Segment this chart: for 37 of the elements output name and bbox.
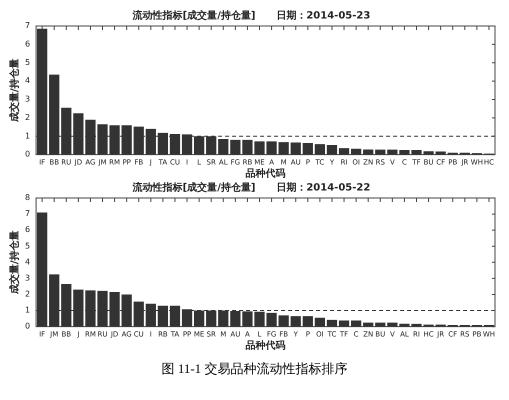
y-tick-label: 4	[24, 257, 30, 266]
y-tick-label: 8	[24, 193, 30, 202]
y-tick-label: 6	[24, 225, 30, 234]
y-tick-label: 0	[24, 322, 30, 331]
y-tick-label: 5	[24, 241, 30, 250]
y-tick-label: 5	[24, 58, 30, 67]
y-tick-label: 3	[24, 273, 30, 282]
y-axis-title: 成交量/持仓量	[8, 58, 21, 124]
chart-title: 流动性指标[成交量/持仓量] 日期：2014-05-22	[132, 182, 370, 194]
y-tick-label: 7	[24, 209, 30, 218]
bar	[314, 144, 326, 155]
y-tick-label: 2	[24, 112, 30, 122]
bar	[338, 148, 350, 155]
x-axis-title: 品种代码	[246, 340, 286, 352]
caption: 图 11-1 交易品种流动性指标排序	[160, 360, 348, 378]
y-tick-label: 4	[24, 76, 30, 86]
bar	[411, 150, 422, 155]
bar	[399, 150, 410, 155]
bar	[314, 318, 326, 327]
y-tick-label: 2	[24, 290, 30, 299]
y-tick-label: 7	[24, 21, 30, 30]
y-tick-label: 6	[24, 39, 30, 48]
bar	[242, 140, 253, 155]
bar	[338, 320, 350, 327]
chart-title: 流动性指标[成交量/持仓量] 日期：2014-05-23	[132, 10, 370, 22]
x-axis-title: 品种代码	[246, 168, 286, 180]
y-axis-title: 成交量/持仓量	[8, 230, 21, 296]
bar	[326, 145, 338, 155]
bar	[399, 324, 410, 327]
y-tick-label: 3	[24, 94, 30, 104]
bar	[266, 141, 277, 155]
y-tick-label: 0	[24, 150, 30, 159]
bar	[254, 141, 265, 155]
y-tick-label: 1	[24, 131, 30, 140]
bar	[326, 320, 338, 327]
bar	[266, 312, 277, 327]
y-tick-label: 1	[24, 306, 30, 315]
